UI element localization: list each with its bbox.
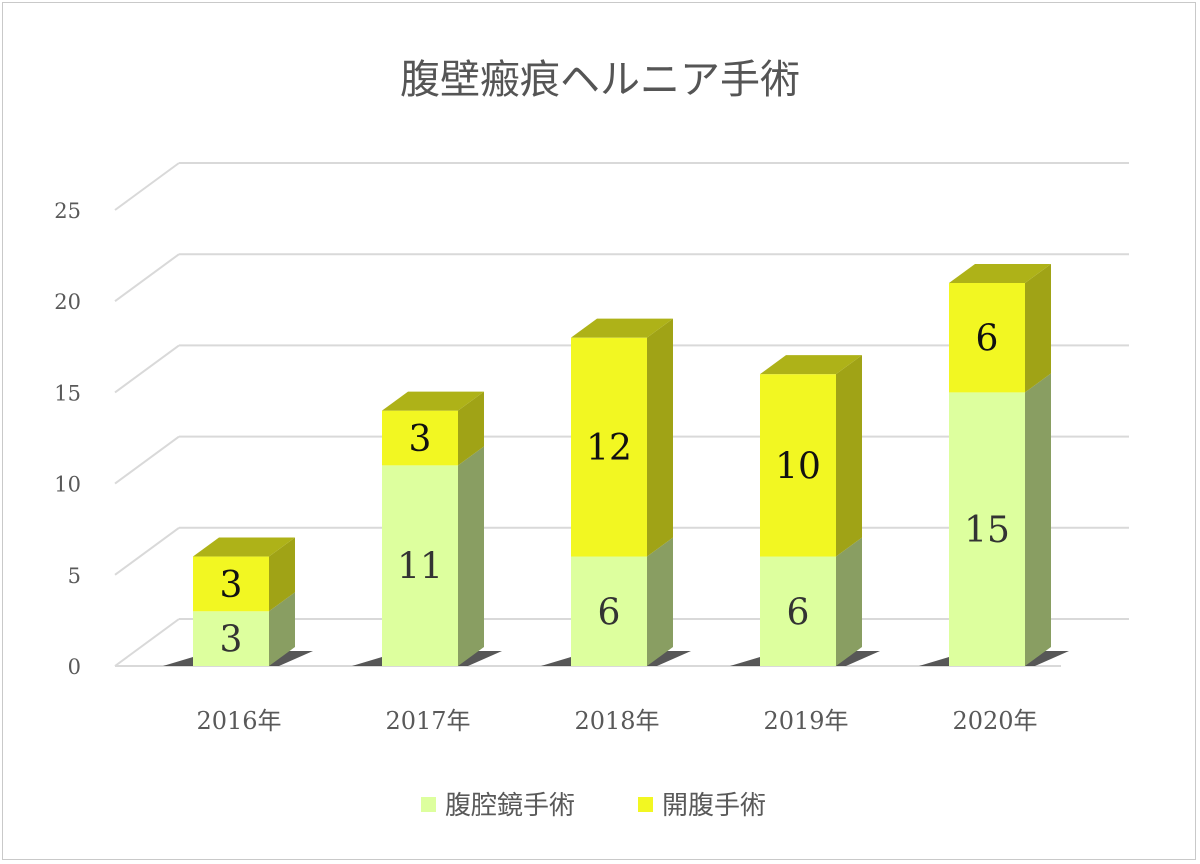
- bar-腹腔鏡手術-2018年: [571, 556, 647, 666]
- data-label: 6: [787, 592, 810, 633]
- legend-swatch-腹腔鏡手術: [421, 797, 436, 812]
- y-tick-label: 20: [54, 290, 81, 314]
- data-label: 11: [397, 547, 443, 588]
- x-axis-ticks: 2016年 2017年 2018年 2019年 2020年: [196, 707, 1037, 735]
- y-tick-label: 5: [68, 564, 81, 588]
- data-label: 6: [976, 319, 999, 360]
- x-tick-label: 2016年: [196, 707, 281, 735]
- bar-開腹手術-2020年: [949, 282, 1025, 393]
- bar-腹腔鏡手術-2019年: [760, 556, 836, 666]
- bar-開腹手術-2017年: [382, 410, 458, 466]
- data-label: 3: [409, 419, 432, 460]
- bar-開腹手術-2018年: [571, 337, 647, 557]
- legend-label: 開腹手術: [662, 791, 766, 821]
- bar-top-2020年: [949, 263, 1051, 283]
- bar-side-開腹手術-2017年: [458, 391, 484, 466]
- bar-開腹手術-2019年: [760, 374, 836, 557]
- bar-腹腔鏡手術-2017年: [382, 465, 458, 666]
- legend: 腹腔鏡手術 開腹手術: [421, 791, 766, 821]
- legend-label: 腹腔鏡手術: [445, 791, 575, 821]
- x-tick-label: 2017年: [385, 707, 470, 735]
- y-tick-label: 25: [54, 199, 81, 223]
- y-tick-label: 0: [68, 655, 81, 679]
- gridline-depth: [114, 618, 180, 667]
- gridline-depth: [114, 435, 180, 485]
- bar-side-腹腔鏡手術-2018年: [647, 537, 673, 666]
- bar-top-2016年: [193, 537, 295, 557]
- bar-side-開腹手術-2016年: [269, 537, 295, 612]
- data-label: 3: [220, 565, 243, 606]
- bar-side-開腹手術-2019年: [836, 355, 862, 557]
- y-tick-label: 10: [54, 473, 81, 497]
- bar-side-開腹手術-2020年: [1025, 263, 1051, 393]
- data-label: 3: [220, 620, 243, 661]
- bar-side-腹腔鏡手術-2017年: [458, 446, 484, 666]
- bar-side-腹腔鏡手術-2019年: [836, 537, 862, 666]
- x-tick-label: 2020年: [952, 707, 1037, 735]
- y-tick-label: 15: [54, 381, 81, 405]
- gridline-depth: [114, 344, 180, 394]
- bar-開腹手術-2016年: [193, 556, 269, 612]
- gridline-depth: [114, 162, 180, 211]
- x-tick-label: 2018年: [574, 707, 659, 735]
- data-label: 6: [598, 592, 621, 633]
- data-label: 12: [586, 428, 632, 469]
- bar-腹腔鏡手術-2020年: [949, 392, 1025, 666]
- data-label: 15: [964, 510, 1010, 551]
- chart-svg: 腹壁瘢痕ヘルニア手術 0 5 10 15 20 25 3 3 11 3 6 12 6 10 15 6 201…: [54, 57, 1129, 821]
- chart-title: 腹壁瘢痕ヘルニア手術: [400, 57, 800, 103]
- bar-top-2018年: [571, 318, 673, 338]
- gridline-depth: [114, 253, 180, 303]
- x-tick-label: 2019年: [763, 707, 848, 735]
- bar-top-2019年: [760, 355, 862, 375]
- bar-side-腹腔鏡手術-2016年: [269, 592, 295, 666]
- bar-top-2017年: [382, 391, 484, 411]
- legend-swatch-開腹手術: [638, 797, 653, 812]
- bar-side-腹腔鏡手術-2020年: [1025, 373, 1051, 666]
- data-label: 10: [775, 446, 821, 487]
- bar-layer: 3 3 11 3 6 12 6 10 15 6: [163, 263, 1069, 666]
- y-axis-ticks: 0 5 10 15 20 25: [54, 199, 81, 679]
- bar-腹腔鏡手術-2016年: [193, 611, 269, 666]
- gridline-depth: [114, 526, 180, 576]
- bar-side-開腹手術-2018年: [647, 318, 673, 557]
